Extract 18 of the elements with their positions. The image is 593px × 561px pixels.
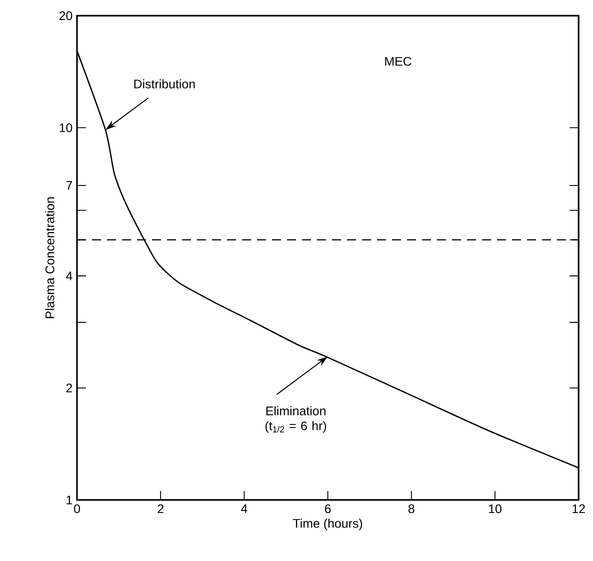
- y-tick-label: 4: [66, 272, 72, 280]
- annotation: Elimination (t$_{1/2}$ = 6 hr): [266, 406, 326, 433]
- x-axis-title: Time (hours): [293, 518, 362, 530]
- x-tick-label: 4: [241, 504, 248, 513]
- y-tick-label: 10: [60, 123, 72, 132]
- x-tick-label: 8: [408, 504, 414, 514]
- y-axis-title: Plasma Concentration: [45, 197, 54, 318]
- ref-line-label: MEC: [385, 56, 412, 66]
- x-tick-label: 2: [158, 504, 164, 514]
- x-tick-label: 10: [489, 504, 502, 514]
- y-tick-label: 2: [66, 384, 72, 392]
- y-tick-label: 1: [66, 496, 72, 504]
- annotation: Distribution: [134, 79, 195, 88]
- x-tick-label: 12: [572, 504, 585, 514]
- y-tick-label: 20: [59, 11, 72, 20]
- x-tick-label: 6: [324, 504, 331, 514]
- y-tick-label: 7: [66, 181, 72, 190]
- x-tick-label: 0: [74, 504, 80, 514]
